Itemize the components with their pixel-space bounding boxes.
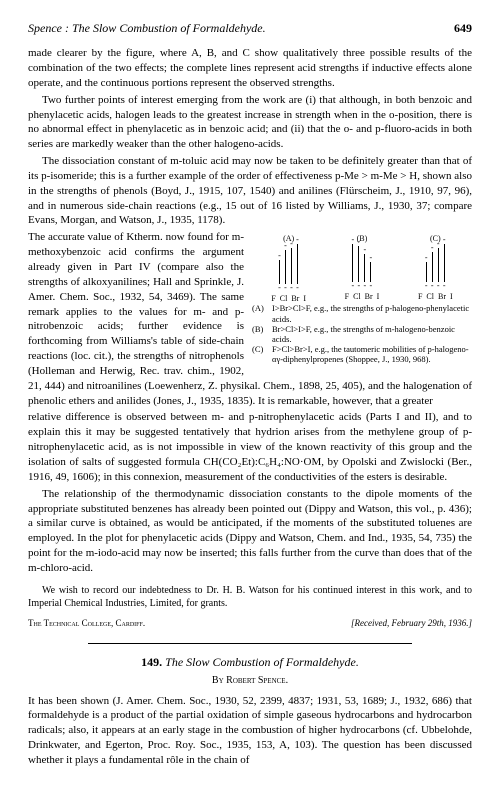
bar: -- [358, 246, 359, 282]
tick: I [450, 292, 453, 303]
bar: -- [352, 244, 353, 282]
tick: Cl [353, 292, 361, 303]
body-para: made clearer by the figure, where A, B, … [28, 46, 472, 91]
figure-legend: (A)I>Br>Cl>F, e.g., the strengths of p-h… [252, 303, 472, 364]
bar-chart: (A) -- -- -- -- F Cl Br I (B) -- -- -- -… [252, 234, 472, 299]
legend-item: I>Br>Cl>F, e.g., the strengths of p-halo… [272, 303, 472, 323]
tick: Br [438, 292, 446, 303]
running-header: Spence : The Slow Combustion of Formalde… [28, 20, 472, 36]
bar: -- [364, 254, 365, 282]
tick: Br [365, 292, 373, 303]
article-name: The Slow Combustion of Formaldehyde. [165, 655, 359, 669]
chart-panel-c: (C) -- -- -- -- F Cl Br I [418, 234, 453, 299]
divider [88, 643, 412, 644]
bar: -- [285, 250, 286, 284]
bar: -- [426, 262, 427, 282]
bar: -- [291, 248, 292, 284]
body-para: It has been shown (J. Amer. Chem. Soc., … [28, 694, 472, 768]
chart-panel-b: (B) -- -- -- -- F Cl Br I [345, 234, 380, 299]
legend-item: Br>Cl>I>F, e.g., the strengths of m-halo… [272, 324, 472, 344]
author-line: By Robert Spence. [28, 674, 472, 688]
tick: F [418, 292, 422, 303]
body-para: relative difference is observed between … [28, 410, 472, 484]
bar: -- [370, 262, 371, 282]
article-title: 149. The Slow Combustion of Formaldehyde… [28, 654, 472, 670]
bar: -- [297, 244, 298, 284]
bar: -- [432, 252, 433, 282]
acknowledgement: We wish to record our indebtedness to Dr… [28, 584, 472, 611]
received-date: [Received, February 29th, 1936.] [351, 617, 472, 629]
body-para: Two further points of interest emerging … [28, 93, 472, 152]
article-number: 149. [141, 655, 162, 669]
affiliation: The Technical College, Cardiff. [28, 617, 145, 629]
tick: F [345, 292, 349, 303]
bar: -- [438, 248, 439, 282]
affiliation-line: The Technical College, Cardiff. [Receive… [28, 617, 472, 629]
tick: Cl [426, 292, 434, 303]
header-title: Spence : The Slow Combustion of Formalde… [28, 20, 266, 36]
legend-item: F>Cl>Br>I, e.g., the tautomeric mobiliti… [272, 344, 472, 364]
body-para: The dissociation constant of m-toluic ac… [28, 154, 472, 228]
page-number: 649 [454, 20, 472, 36]
bar: -- [444, 244, 445, 282]
tick: I [377, 292, 380, 303]
bar: -- [279, 260, 280, 284]
body-para: The relationship of the thermodynamic di… [28, 487, 472, 576]
figure-panel: (A) -- -- -- -- F Cl Br I (B) -- -- -- -… [252, 234, 472, 364]
chart-panel-a: (A) -- -- -- -- F Cl Br I [271, 234, 306, 299]
